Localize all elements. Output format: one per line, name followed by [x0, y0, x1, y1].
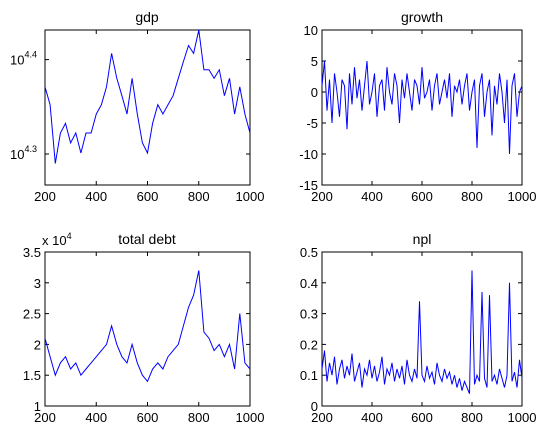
y-tick-label: 0.5: [300, 245, 318, 260]
panel-growth: growth -15 -10 -5 0 5 10 200 400 600 800 1000: [299, 9, 536, 204]
series-line: [321, 60, 523, 155]
x-tick-labels: 200 400 600 800 1000: [34, 252, 264, 425]
series-line: [44, 29, 251, 164]
x-tick-label: 600: [137, 189, 159, 204]
y-tick-labels: 104.3 104.4: [10, 50, 250, 162]
x-tick-label: 800: [188, 410, 210, 425]
y-tick-label: 0.4: [300, 276, 318, 291]
x-tick-label: 1000: [236, 410, 265, 425]
x-tick-labels: 200 400 600 800 1000: [311, 252, 536, 425]
y-tick-label: 1: [34, 399, 41, 414]
plot-area: [321, 270, 523, 394]
x-tick-label: 200: [34, 410, 56, 425]
y-tick-label: -15: [299, 178, 318, 193]
x-tick-label: 600: [411, 410, 433, 425]
x-tick-label: 400: [85, 189, 107, 204]
y-tick-label: 10: [304, 23, 318, 38]
x-tick-label: 600: [137, 410, 159, 425]
plot-area: [321, 60, 523, 155]
x-tick-labels: 200 400 600 800 1000: [311, 30, 536, 204]
y-tick-label: 2: [34, 337, 41, 352]
y-tick-label: 0.3: [300, 307, 318, 322]
x-tick-label: 1000: [236, 189, 265, 204]
panel-total-debt: total debt x 104 1 1.5 2 2.5 3 3.5 200 400 600 8…: [23, 231, 265, 425]
y-tick-label: 5: [311, 54, 318, 69]
y-tick-label: 0: [311, 399, 318, 414]
y-multiplier: x 104: [42, 231, 72, 248]
plot-area: [44, 29, 251, 164]
y-tick-label: 0: [311, 85, 318, 100]
axes-box: [44, 29, 251, 186]
y-tick-label: 2.5: [23, 307, 41, 322]
x-tick-label: 400: [361, 189, 383, 204]
y-tick-label: 104.3: [10, 144, 37, 162]
x-tick-label: 1000: [508, 410, 537, 425]
y-tick-label: 104.4: [10, 50, 37, 68]
chart-title: total debt: [118, 231, 176, 247]
x-tick-label: 800: [188, 189, 210, 204]
x-tick-label: 400: [85, 410, 107, 425]
y-tick-label: 0.2: [300, 337, 318, 352]
y-multiplier-base: x 10: [42, 233, 67, 248]
axes-box: [44, 251, 251, 407]
y-tick-labels: -15 -10 -5 0 5 10: [299, 23, 522, 193]
x-tick-label: 200: [34, 189, 56, 204]
axes-box: [321, 29, 523, 186]
x-tick-label: 800: [461, 189, 483, 204]
x-tick-label: 800: [461, 410, 483, 425]
y-tick-label: 0.1: [300, 368, 318, 383]
x-tick-label: 1000: [508, 189, 537, 204]
y-tick-label: 1.5: [23, 368, 41, 383]
y-multiplier-exp: 4: [67, 231, 72, 241]
chart-title: gdp: [135, 9, 159, 25]
x-tick-label: 200: [311, 189, 333, 204]
chart-title: growth: [401, 9, 443, 25]
y-tick-label: -5: [306, 116, 318, 131]
series-line: [44, 270, 251, 383]
x-tick-label: 200: [311, 410, 333, 425]
series-line: [321, 270, 523, 394]
y-tick-label: -10: [299, 147, 318, 162]
panel-gdp: gdp 104.3 104.4 200 400 600 800 1000: [10, 9, 264, 204]
plot-area: [44, 270, 251, 383]
y-tick-labels: 1 1.5 2 2.5 3 3.5: [23, 245, 250, 414]
y-tick-labels: 0 0.1 0.2 0.3 0.4 0.5: [300, 245, 522, 414]
x-tick-label: 600: [411, 189, 433, 204]
y-tick-label: 3.5: [23, 245, 41, 260]
chart-title: npl: [413, 231, 432, 247]
panel-npl: npl 0 0.1 0.2 0.3 0.4 0.5 200 400 600 800 1000: [300, 231, 537, 425]
y-tick-label: 3: [34, 276, 41, 291]
axes-box: [321, 251, 523, 407]
x-tick-label: 400: [361, 410, 383, 425]
x-tick-labels: 200 400 600 800 1000: [34, 30, 264, 204]
